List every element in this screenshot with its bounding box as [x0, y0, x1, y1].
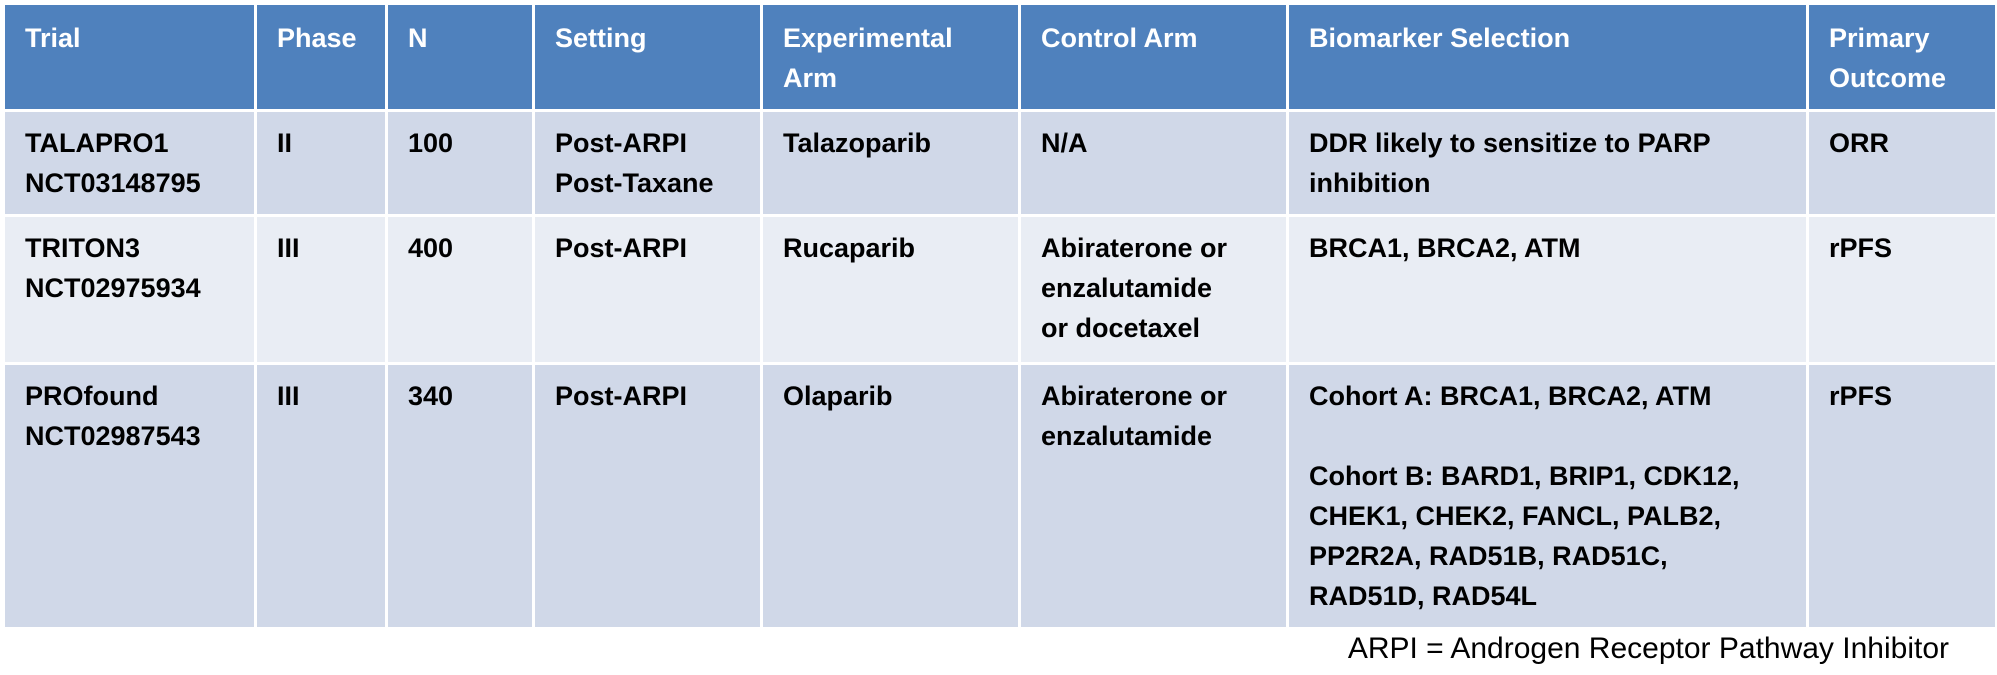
cell-setting: Post-ARPI	[532, 214, 763, 365]
header-phase: Phase	[254, 2, 388, 112]
cell-biomarker-selection: Cohort A: BRCA1, BRCA2, ATM Cohort B: BA…	[1286, 362, 1809, 630]
table-row: TALAPRO1 NCT03148795 II 100 Post-ARPI Post…	[2, 109, 1997, 217]
header-primary-outcome: Primary Outcome	[1806, 2, 1997, 112]
header-setting: Setting	[532, 2, 763, 112]
cell-control-arm: N/A	[1018, 109, 1289, 217]
paragraph-gap	[1309, 416, 1786, 456]
table-header-row: Trial Phase N Setting Experimental Arm Co…	[2, 2, 1997, 112]
cell-experimental-arm: Rucaparib	[760, 214, 1021, 365]
cell-n: 340	[385, 362, 535, 630]
cell-control-arm: Abiraterone or enzalutamide	[1018, 362, 1289, 630]
table-row: PROfound NCT02987543 III 340 Post-ARPI Ol…	[2, 362, 1997, 630]
trials-table-container: Trial Phase N Setting Experimental Arm Co…	[2, 2, 1997, 630]
cell-n: 100	[385, 109, 535, 217]
cell-phase: II	[254, 109, 388, 217]
cell-setting: Post-ARPI	[532, 362, 763, 630]
table-row: TRITON3 NCT02975934 III 400 Post-ARPI Ruc…	[2, 214, 1997, 365]
header-trial: Trial	[2, 2, 257, 112]
cell-n: 400	[385, 214, 535, 365]
cell-trial: TALAPRO1 NCT03148795	[2, 109, 257, 217]
cell-trial: TRITON3 NCT02975934	[2, 214, 257, 365]
cell-experimental-arm: Olaparib	[760, 362, 1021, 630]
header-control-arm: Control Arm	[1018, 2, 1289, 112]
cell-trial: PROfound NCT02987543	[2, 362, 257, 630]
header-biomarker-selection: Biomarker Selection	[1286, 2, 1809, 112]
header-n: N	[385, 2, 535, 112]
cell-primary-outcome: ORR	[1806, 109, 1997, 217]
cell-biomarker-selection: DDR likely to sensitize to PARP inhibitio…	[1286, 109, 1809, 217]
cell-biomarker-selection: BRCA1, BRCA2, ATM	[1286, 214, 1809, 365]
cell-setting: Post-ARPI Post-Taxane	[532, 109, 763, 217]
cell-primary-outcome: rPFS	[1806, 362, 1997, 630]
trials-table: Trial Phase N Setting Experimental Arm Co…	[2, 2, 1997, 630]
cell-experimental-arm: Talazoparib	[760, 109, 1021, 217]
cell-phase: III	[254, 362, 388, 630]
cell-control-arm: Abiraterone or enzalutamide or docetaxel	[1018, 214, 1289, 365]
footnote: ARPI = Androgen Receptor Pathway Inhibit…	[1347, 632, 1949, 665]
cell-phase: III	[254, 214, 388, 365]
header-experimental-arm: Experimental Arm	[760, 2, 1021, 112]
cell-primary-outcome: rPFS	[1806, 214, 1997, 365]
